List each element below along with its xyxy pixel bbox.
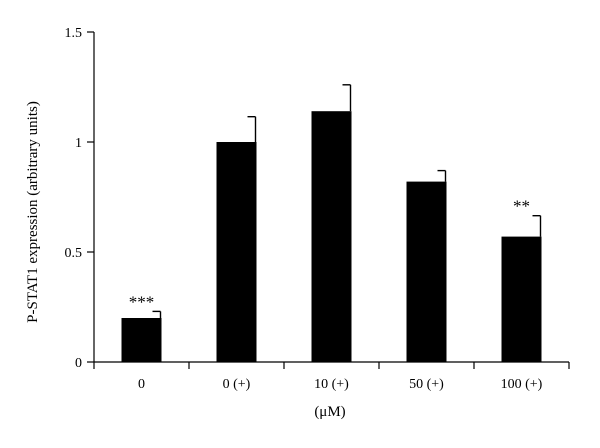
x-tick-label: 50 (+) [409,377,444,392]
bar [311,111,352,362]
significance-annotation: ** [513,197,530,216]
x-tick-label: 10 (+) [314,377,349,392]
bar [121,318,162,362]
y-tick-label: 0.5 [65,246,83,261]
bars: ***** [121,84,542,362]
y-axis: 0 0.5 1 1.5 [65,26,95,371]
x-tick-label: 100 (+) [501,377,543,392]
x-tick-label: 0 [138,377,145,392]
significance-annotation: *** [129,292,155,311]
y-tick-label: 0 [75,356,82,371]
y-axis-title: P-STAT1 expression (arbitrary units) [25,101,41,323]
bar [501,236,542,362]
bar [406,181,447,362]
bar [216,142,257,362]
x-tick-label: 0 (+) [223,377,251,392]
x-axis-title: (μM) [314,404,345,420]
x-axis: 0 0 (+) 10 (+) 50 (+) 100 (+) [93,361,570,392]
y-tick-label: 1 [75,136,82,151]
y-tick-label: 1.5 [65,26,83,41]
